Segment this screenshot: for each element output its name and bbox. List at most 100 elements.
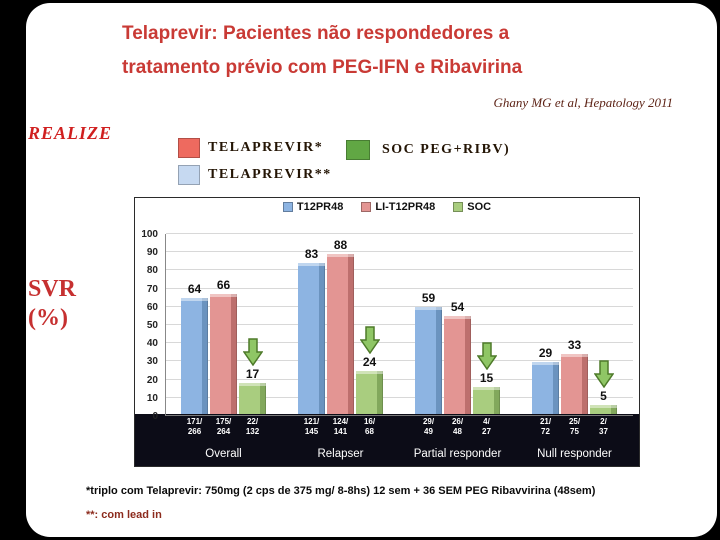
chart-legend-label: LI-T12PR48 bbox=[375, 201, 436, 213]
y-tick-label: 50 bbox=[146, 320, 158, 331]
bar-column: 17 bbox=[239, 234, 266, 415]
bar bbox=[298, 263, 325, 415]
fraction-label: 2/37 bbox=[590, 417, 617, 446]
bar bbox=[210, 294, 237, 415]
y-tick-label: 10 bbox=[146, 392, 158, 404]
fractions-row: 21/72 25/75 2/37 bbox=[523, 414, 627, 446]
study-name-label: REALIZE bbox=[28, 123, 113, 143]
bar bbox=[181, 297, 208, 415]
fraction-numerator: 22/ bbox=[246, 417, 259, 427]
bar-value-label: 83 bbox=[304, 247, 319, 262]
fractions-row: 171/266 175/264 22/132 bbox=[172, 414, 276, 446]
fraction-numerator: 121/ bbox=[303, 417, 320, 427]
fraction-label: 21/72 bbox=[532, 417, 559, 446]
bars-row: 59 54 15 bbox=[406, 234, 510, 415]
gridline bbox=[166, 360, 633, 362]
down-arrow-icon bbox=[476, 342, 497, 371]
fraction-denominator: 49 bbox=[424, 427, 433, 437]
down-arrow-icon bbox=[242, 338, 263, 367]
fraction-numerator: 25/ bbox=[568, 417, 581, 427]
chart-legend-swatch bbox=[361, 202, 372, 212]
bar-value-label: 33 bbox=[567, 338, 582, 353]
fraction-denominator: 72 bbox=[541, 427, 550, 437]
gridline bbox=[166, 251, 633, 253]
fraction-numerator: 171/ bbox=[186, 417, 203, 427]
bar bbox=[532, 361, 559, 415]
bar-value-label: 54 bbox=[450, 300, 465, 315]
gridline bbox=[166, 233, 633, 234]
category-group: 64 66 17 171/266 175/264 22/132 Overall bbox=[172, 234, 276, 466]
chart-legend-swatch bbox=[282, 202, 293, 212]
slide-title: Telaprevir: Pacientes não respondedores … bbox=[122, 17, 522, 85]
title-line-2: tratamento prévio com PEG-IFN e Ribaviri… bbox=[122, 57, 523, 78]
bar-value-label: 24 bbox=[362, 354, 377, 369]
gridline bbox=[166, 287, 633, 289]
bar-column: 24 bbox=[356, 234, 383, 415]
bar-column: 88 bbox=[327, 234, 354, 415]
fraction-denominator: 68 bbox=[365, 427, 374, 437]
legend-swatch-soc bbox=[346, 140, 370, 160]
fraction-numerator: 21/ bbox=[539, 417, 552, 427]
chart-legend-label: T12PR48 bbox=[296, 201, 344, 213]
fractions-row: 29/49 26/48 4/27 bbox=[406, 414, 510, 446]
bar-column: 59 bbox=[415, 234, 442, 415]
bar-column: 66 bbox=[210, 234, 237, 415]
fraction-label: 16/68 bbox=[356, 417, 383, 446]
fraction-denominator: 266 bbox=[187, 427, 202, 437]
fraction-label: 26/48 bbox=[444, 417, 471, 446]
fraction-label: 4/27 bbox=[473, 417, 500, 446]
fraction-numerator: 175/ bbox=[215, 417, 232, 427]
legend-swatch-telaprevir bbox=[178, 138, 200, 158]
bar-value-label: 5 bbox=[600, 389, 607, 404]
y-axis-title: SVR (%) bbox=[28, 275, 76, 333]
bar bbox=[590, 405, 617, 415]
fraction-denominator: 264 bbox=[216, 427, 231, 437]
category-label: Relapser bbox=[317, 448, 364, 461]
svr-bar-chart: T12PR48 LI-T12PR48 SOC 0 10 20 30 40 50 60 70 80 90… bbox=[134, 197, 640, 467]
chart-legend-item: SOC bbox=[453, 201, 491, 213]
gridline bbox=[166, 324, 633, 325]
fraction-denominator: 145 bbox=[304, 427, 319, 437]
bar-value-label: 15 bbox=[479, 371, 494, 386]
fraction-numerator: 26/ bbox=[451, 417, 464, 427]
bar-column: 33 bbox=[561, 234, 588, 415]
bars-row: 83 88 24 bbox=[289, 234, 393, 415]
fraction-denominator: 37 bbox=[599, 427, 608, 437]
gridline bbox=[166, 305, 633, 307]
bar-column: 54 bbox=[444, 234, 471, 415]
y-axis-labels: 0 10 20 30 40 50 60 70 80 90 100 bbox=[135, 229, 161, 422]
fractions-row: 121/145 124/141 16/68 bbox=[289, 414, 393, 446]
gridline bbox=[166, 342, 633, 344]
bar-value-label: 59 bbox=[421, 291, 436, 306]
slide: Telaprevir: Pacientes não respondedores … bbox=[26, 3, 717, 537]
chart-legend: T12PR48 LI-T12PR48 SOC bbox=[135, 201, 639, 213]
bar-value-label: 17 bbox=[245, 367, 260, 382]
chart-groups: 64 66 17 171/266 175/264 22/132 Overall 83 88 24 1… bbox=[165, 234, 633, 466]
y-tick-label: 20 bbox=[146, 374, 158, 386]
fraction-numerator: 4/ bbox=[483, 417, 490, 427]
fraction-numerator: 16/ bbox=[363, 417, 376, 427]
bar bbox=[415, 307, 442, 415]
y-tick-label: 0 bbox=[152, 411, 158, 422]
y-tick-label: 70 bbox=[146, 283, 158, 295]
gridline bbox=[166, 269, 633, 271]
plot-area: 64 66 17 171/266 175/264 22/132 Overall 83 88 24 1… bbox=[165, 233, 633, 466]
bar bbox=[561, 354, 588, 415]
fraction-label: 22/132 bbox=[239, 417, 266, 446]
fraction-denominator: 27 bbox=[482, 427, 491, 437]
bars-row: 64 66 17 bbox=[172, 234, 276, 415]
y-tick-label: 90 bbox=[146, 247, 158, 259]
legend-swatch-telaprevir-leadin bbox=[178, 165, 200, 185]
bar-value-label: 29 bbox=[538, 345, 553, 360]
bars-row: 29 33 5 bbox=[523, 234, 627, 415]
bar bbox=[356, 370, 383, 415]
bar-column: 15 bbox=[473, 234, 500, 415]
fraction-denominator: 75 bbox=[570, 427, 579, 437]
fraction-label: 121/145 bbox=[298, 417, 325, 446]
y-axis-title-line1: SVR bbox=[28, 276, 77, 302]
category-group: 83 88 24 121/145 124/141 16/68 Relapser bbox=[289, 234, 393, 466]
chart-legend-item: LI-T12PR48 bbox=[361, 201, 435, 213]
fraction-numerator: 29/ bbox=[422, 417, 435, 427]
title-line-1: Telaprevir: Pacientes não respondedores … bbox=[122, 23, 510, 44]
fraction-label: 29/49 bbox=[415, 417, 442, 446]
